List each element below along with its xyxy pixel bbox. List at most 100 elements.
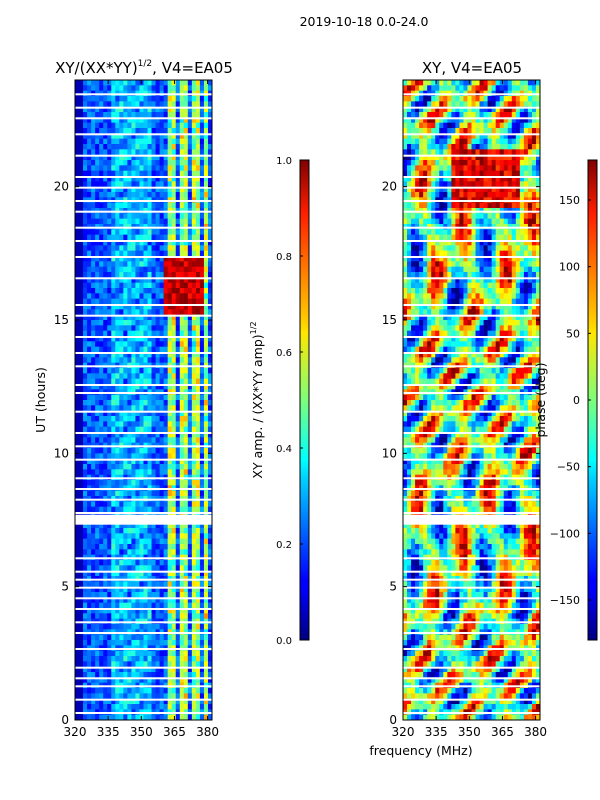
heatmap-cell bbox=[171, 234, 177, 241]
heatmap-cell bbox=[207, 640, 213, 646]
heatmap-cell bbox=[139, 640, 144, 646]
heatmap-cell bbox=[91, 522, 96, 529]
heatmap-cell bbox=[463, 128, 468, 134]
heatmap-cell bbox=[91, 666, 96, 673]
heatmap-cell bbox=[467, 160, 472, 166]
heatmap-cell bbox=[427, 112, 432, 118]
heatmap-cell bbox=[75, 144, 80, 150]
heatmap-cell bbox=[455, 133, 460, 139]
heatmap-cell bbox=[203, 304, 209, 310]
heatmap-cell bbox=[163, 234, 168, 241]
heatmap-cell bbox=[87, 320, 92, 326]
heatmap-cell bbox=[123, 448, 128, 454]
heatmap-cell bbox=[171, 469, 177, 475]
heatmap-cell bbox=[499, 165, 505, 171]
heatmap-cell bbox=[123, 501, 128, 507]
heatmap-cell bbox=[207, 602, 213, 609]
heatmap-cell bbox=[203, 202, 209, 209]
heatmap-cell bbox=[183, 314, 189, 321]
heatmap-cell bbox=[139, 602, 144, 609]
heatmap-cell bbox=[143, 304, 148, 310]
heatmap-cell bbox=[503, 106, 509, 113]
heatmap-cell bbox=[135, 133, 140, 139]
heatmap-cell bbox=[135, 410, 140, 417]
heatmap-cell bbox=[483, 170, 488, 177]
heatmap-cell bbox=[115, 112, 120, 118]
heatmap-cell bbox=[483, 165, 488, 171]
heatmap-cell bbox=[119, 693, 124, 699]
heatmap-cell bbox=[139, 202, 144, 209]
heatmap-cell bbox=[403, 128, 408, 134]
heatmap-cell bbox=[95, 288, 100, 294]
heatmap-cell bbox=[523, 122, 529, 129]
heatmap-cell bbox=[163, 688, 168, 694]
heatmap-cell bbox=[127, 693, 132, 699]
heatmap-cell bbox=[443, 112, 448, 118]
heatmap-cell bbox=[479, 160, 484, 166]
heatmap-cell bbox=[471, 80, 476, 86]
heatmap-cell bbox=[127, 117, 132, 123]
heatmap-cell bbox=[131, 202, 136, 209]
heatmap-cell bbox=[75, 640, 80, 646]
heatmap-cell bbox=[127, 394, 132, 401]
heatmap-cell bbox=[95, 144, 100, 150]
heatmap-cell bbox=[111, 677, 116, 683]
heatmap-cell bbox=[175, 106, 181, 113]
heatmap-cell bbox=[83, 538, 88, 545]
heatmap-cell bbox=[435, 144, 440, 150]
heatmap-cell bbox=[179, 437, 185, 443]
heatmap-cell bbox=[75, 261, 80, 267]
heatmap-cell bbox=[183, 650, 189, 657]
heatmap-cell bbox=[483, 122, 488, 129]
heatmap-cell bbox=[123, 240, 128, 246]
heatmap-cell bbox=[419, 85, 424, 91]
heatmap-cell bbox=[131, 298, 136, 305]
heatmap-cell bbox=[119, 229, 124, 235]
heatmap-cell bbox=[163, 394, 168, 401]
heatmap-cell bbox=[143, 704, 148, 710]
heatmap-cell bbox=[207, 448, 213, 454]
heatmap-cell bbox=[155, 245, 160, 251]
heatmap-cell bbox=[107, 170, 112, 177]
heatmap-cell bbox=[199, 469, 205, 475]
heatmap-cell bbox=[491, 138, 496, 145]
heatmap-cell bbox=[175, 421, 181, 427]
heatmap-cell bbox=[523, 106, 529, 113]
flagged-row bbox=[75, 685, 212, 688]
heatmap-cell bbox=[151, 384, 156, 390]
heatmap-cell bbox=[87, 544, 92, 550]
heatmap-cell bbox=[439, 186, 444, 193]
heatmap-cell bbox=[123, 560, 128, 566]
heatmap-cell bbox=[127, 378, 132, 385]
heatmap-cell bbox=[119, 176, 124, 182]
heatmap-cell bbox=[131, 592, 136, 598]
heatmap-cell bbox=[119, 256, 124, 262]
heatmap-cell bbox=[135, 714, 140, 721]
heatmap-cell bbox=[75, 117, 80, 123]
heatmap-cell bbox=[187, 400, 193, 406]
heatmap-cell bbox=[87, 96, 92, 102]
heatmap-cell bbox=[103, 261, 108, 267]
heatmap-cell bbox=[535, 192, 541, 198]
heatmap-cell bbox=[423, 176, 428, 182]
heatmap-cell bbox=[467, 128, 472, 134]
heatmap-cell bbox=[83, 378, 88, 385]
heatmap-cell bbox=[455, 122, 460, 129]
heatmap-cell bbox=[447, 80, 452, 86]
heatmap-cell bbox=[203, 714, 209, 721]
heatmap-cell bbox=[103, 234, 108, 241]
heatmap-cell bbox=[127, 666, 132, 673]
heatmap-cell bbox=[195, 570, 201, 577]
heatmap-cell bbox=[171, 592, 177, 598]
heatmap-cell bbox=[199, 490, 205, 497]
heatmap-cell bbox=[203, 128, 209, 134]
heatmap-cell bbox=[167, 501, 173, 507]
heatmap-cell bbox=[107, 293, 112, 299]
heatmap-cell bbox=[163, 346, 168, 353]
heatmap-cell bbox=[207, 378, 213, 385]
colorbar-tick-label: 0.6 bbox=[276, 348, 292, 359]
heatmap-cell bbox=[179, 640, 185, 646]
heatmap-cell bbox=[91, 346, 96, 353]
heatmap-cell bbox=[451, 181, 456, 187]
heatmap-cell bbox=[167, 288, 173, 294]
